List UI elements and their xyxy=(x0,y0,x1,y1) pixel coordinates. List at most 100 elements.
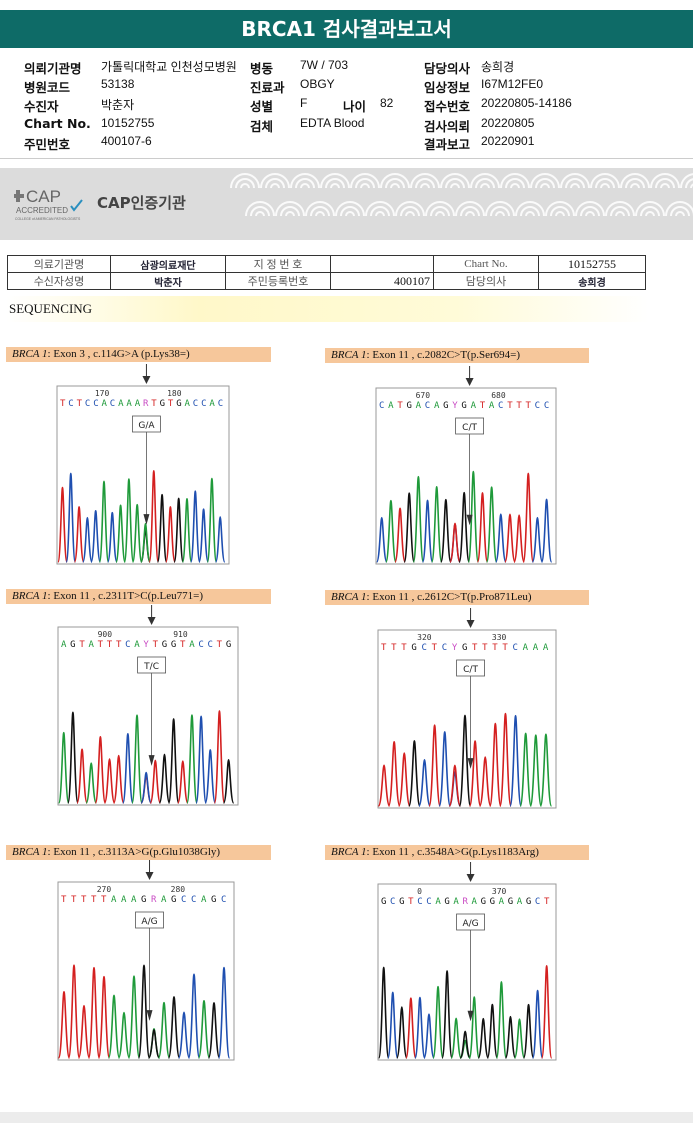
trace-peak xyxy=(504,1015,517,1059)
trace-peak xyxy=(186,714,198,804)
cap-accredited-text: ACCREDITED xyxy=(16,206,68,215)
trace-peak xyxy=(195,715,207,804)
base-call: C xyxy=(442,643,447,653)
base-call: G xyxy=(411,643,416,653)
base-call: C xyxy=(191,895,196,905)
trace-peak xyxy=(486,1003,499,1059)
base-call: A xyxy=(161,895,167,905)
base-call: A xyxy=(135,399,141,409)
base-call: T xyxy=(502,643,508,653)
base-call: T xyxy=(168,399,174,409)
variant-description: : Exon 11 , c.3548A>G(p.Lys1183Arg) xyxy=(366,846,539,858)
chromatogram-frame xyxy=(56,385,230,565)
trace-peak xyxy=(495,981,508,1059)
base-call: C xyxy=(498,401,503,411)
base-call: C xyxy=(425,401,430,411)
info-value: 20220805 xyxy=(481,116,535,130)
position-label: 670 xyxy=(416,391,431,400)
base-call: C xyxy=(110,399,115,409)
info-value: 10152755 xyxy=(101,116,155,130)
trace-peak xyxy=(117,1011,131,1059)
base-call: T xyxy=(91,895,97,905)
trace-peak xyxy=(137,964,151,1059)
info-row: 의뢰기관명 xyxy=(24,58,82,77)
info-label: 주민번호 xyxy=(24,137,71,152)
trace-peak xyxy=(509,714,522,807)
base-call: A xyxy=(131,895,137,905)
trace-peak xyxy=(140,771,152,804)
variant-description: : Exon 11 , c.2082C>T(p.Ser694=) xyxy=(366,349,520,361)
trace-peak xyxy=(206,477,218,563)
info-label: 검체 xyxy=(250,119,274,134)
trace-peak xyxy=(377,966,390,1059)
trace-peak xyxy=(90,509,102,563)
trace-peak xyxy=(513,514,525,563)
base-call: A xyxy=(471,401,477,411)
info-value: 20220805-14186 xyxy=(481,96,572,110)
trace-peak xyxy=(494,513,507,563)
gene-name: BRCA 1 xyxy=(12,846,48,858)
age-label: 나이 xyxy=(343,99,367,114)
genotype-box xyxy=(137,656,166,674)
base-call: A xyxy=(499,897,505,907)
variant-marker xyxy=(143,514,150,525)
cap-logo: CAP ACCREDITED COLLEGE of AMERICAN PATHO… xyxy=(14,187,83,221)
base-call: A xyxy=(533,643,539,653)
trace-peak xyxy=(106,511,118,563)
base-call: R xyxy=(151,895,157,905)
base-call: T xyxy=(397,401,403,411)
base-call: R xyxy=(143,399,149,409)
info-value: 53138 xyxy=(101,77,135,91)
trace-peak xyxy=(156,493,168,563)
base-call: T xyxy=(492,643,498,653)
variant-marker xyxy=(467,758,474,769)
arrow-head xyxy=(147,617,156,625)
trace-peak xyxy=(414,996,426,1059)
trace-peak xyxy=(222,758,235,804)
info-value: 송희경 xyxy=(481,60,515,74)
base-call: G xyxy=(406,401,411,411)
base-call: A xyxy=(111,895,117,905)
trace-peak xyxy=(57,486,68,563)
trace-peak xyxy=(513,1018,526,1059)
base-call: G xyxy=(160,399,165,409)
trace-peak xyxy=(377,764,391,807)
info-label: 수진자 xyxy=(24,99,59,114)
trace-peak xyxy=(181,498,193,563)
variant-description: : Exon 11 , c.2311T>C(p.Leu771=) xyxy=(47,590,204,602)
base-call: A xyxy=(102,399,108,409)
trace-peak xyxy=(57,991,71,1059)
trace-peak xyxy=(131,503,143,563)
genotype-call: T/C xyxy=(143,662,159,672)
trace-peak xyxy=(176,760,189,804)
trace-peak xyxy=(57,731,70,804)
trace-peak xyxy=(397,752,411,807)
trace-peak xyxy=(477,1017,490,1059)
gene-name: BRCA 1 xyxy=(331,846,367,858)
genotype-box xyxy=(135,911,164,929)
genotype-call: C/T xyxy=(462,423,477,433)
base-call: G xyxy=(526,897,531,907)
trace-peak xyxy=(167,718,180,804)
base-call: C xyxy=(535,401,540,411)
genotype-call: A/G xyxy=(141,917,157,927)
base-call: A xyxy=(189,640,195,650)
base-call: C xyxy=(193,399,198,409)
trace-peak xyxy=(127,975,141,1059)
trace-peak xyxy=(67,964,81,1059)
base-call: G xyxy=(490,897,495,907)
base-call: C xyxy=(93,399,98,409)
base-call: A xyxy=(121,895,127,905)
base-call: C xyxy=(421,643,426,653)
base-call: T xyxy=(391,643,397,653)
base-call: T xyxy=(544,897,550,907)
base-call: G xyxy=(462,643,467,653)
trace-peak xyxy=(157,1001,171,1059)
info-value: 400107-6 xyxy=(101,134,152,148)
arrow-head xyxy=(466,620,475,628)
base-call: T xyxy=(526,401,532,411)
table-cell: 삼광의료재단 xyxy=(110,255,226,273)
info-label: 진료과 xyxy=(250,80,285,95)
